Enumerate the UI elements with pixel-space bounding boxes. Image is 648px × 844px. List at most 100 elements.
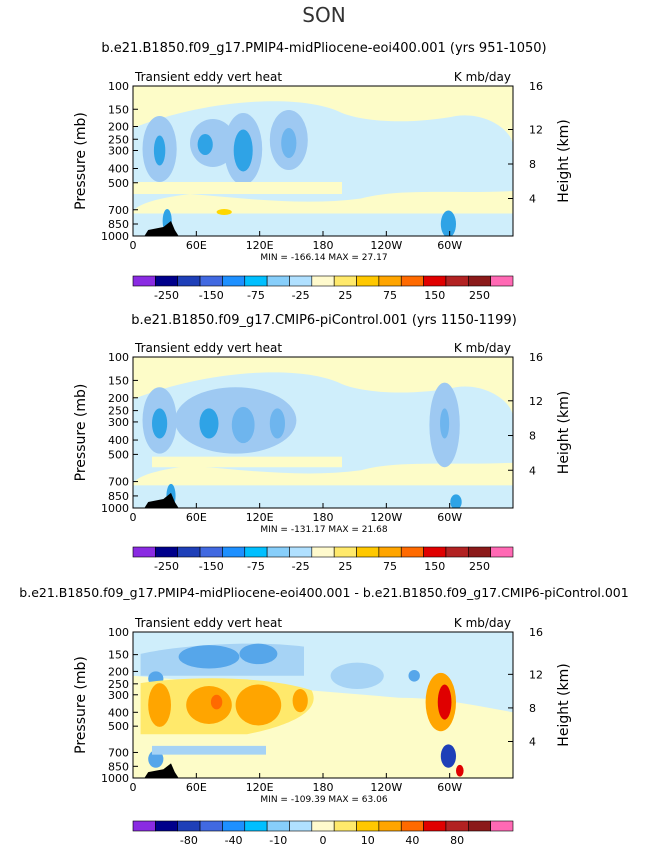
x-tick-label: 120W — [370, 239, 402, 252]
core — [153, 135, 166, 166]
red-core — [210, 694, 223, 710]
y-axis-label: Pressure (mb) — [73, 384, 89, 482]
y-tick-label: 250 — [108, 678, 129, 691]
blue-core — [178, 645, 240, 669]
x-tick-label: 120E — [246, 781, 274, 794]
x-tick-label: 120W — [370, 511, 402, 524]
colorbar-box — [155, 820, 179, 832]
colorbar-label: 75 — [383, 289, 397, 302]
y-tick-label: 850 — [108, 490, 129, 503]
y-tick-label: 100 — [108, 351, 129, 364]
colorbar-box — [378, 275, 402, 287]
core — [233, 129, 253, 172]
red-core — [437, 684, 452, 720]
x-tick-label: 180 — [313, 239, 334, 252]
y2-tick-label: 16 — [529, 351, 543, 364]
colorbar-label: -25 — [292, 289, 310, 302]
colorbar-label: 25 — [338, 560, 352, 573]
topography — [144, 221, 179, 236]
y2-tick-label: 12 — [529, 395, 543, 408]
colorbar-box — [244, 546, 268, 558]
colorbar-label: 250 — [469, 289, 490, 302]
colorbar-box — [132, 820, 156, 832]
contour-field — [133, 86, 513, 236]
left-label: Transient eddy vert heat — [134, 616, 282, 630]
chart-panel-1: b.e21.B1850.f09_g17.PMIP4-midPliocene-eo… — [73, 41, 572, 302]
colorbar-label: -10 — [269, 834, 287, 844]
surface-core — [440, 210, 456, 236]
colorbar-box — [222, 275, 246, 287]
colorbar-label: -250 — [154, 289, 179, 302]
blue-core — [440, 744, 456, 768]
contour-field — [133, 357, 513, 508]
core — [152, 408, 168, 439]
x-tick-label: 120W — [370, 781, 402, 794]
colorbar-label: 10 — [361, 834, 375, 844]
orange-core — [148, 683, 172, 727]
colorbar-label: 25 — [338, 289, 352, 302]
y-tick-label: 1000 — [101, 772, 129, 785]
yellow-band — [152, 456, 342, 468]
colorbar-box — [423, 275, 447, 287]
core — [231, 406, 255, 444]
x-tick-label: 60E — [186, 781, 207, 794]
colorbar-box — [400, 820, 424, 832]
y-tick-label: 250 — [108, 405, 129, 418]
right-label: K mb/day — [454, 70, 511, 84]
colorbar-box — [356, 275, 380, 287]
colorbar-box — [177, 820, 201, 832]
colorbar-box — [155, 275, 179, 287]
y2-axis-label: Height (km) — [556, 391, 572, 474]
core — [199, 408, 219, 439]
colorbar-label: 75 — [383, 560, 397, 573]
blue-core — [408, 669, 420, 682]
core — [281, 128, 297, 158]
y-tick-label: 300 — [108, 689, 129, 702]
colorbar-box — [266, 820, 290, 832]
topography — [144, 763, 179, 778]
y2-tick-label: 4 — [529, 193, 536, 206]
colorbar-label: 250 — [469, 560, 490, 573]
y-tick-label: 500 — [108, 720, 129, 733]
core — [197, 134, 213, 155]
colorbar-box — [311, 820, 335, 832]
y-tick-label: 400 — [108, 434, 129, 447]
colorbar-box — [244, 820, 268, 832]
warm-spot — [216, 209, 232, 215]
panel-title: b.e21.B1850.f09_g17.PMIP4-midPliocene-eo… — [101, 41, 546, 56]
x-tick-label: 0 — [130, 511, 137, 524]
yellow-band — [133, 182, 342, 194]
min-max-text: MIN = -166.14 MAX = 27.17 — [260, 253, 387, 263]
boundary-layer-blue — [133, 485, 513, 508]
y2-tick-label: 8 — [529, 430, 536, 443]
colorbar-box — [155, 546, 179, 558]
colorbar-label: -75 — [247, 560, 265, 573]
y-tick-label: 100 — [108, 626, 129, 639]
y-tick-label: 700 — [108, 746, 129, 759]
y-tick-label: 850 — [108, 218, 129, 231]
colorbar-box — [467, 546, 491, 558]
y2-axis-label: Height (km) — [556, 119, 572, 202]
y2-tick-label: 12 — [529, 668, 543, 681]
contour-field — [133, 632, 513, 778]
y-tick-label: 1000 — [101, 230, 129, 243]
colorbar-box — [378, 546, 402, 558]
y-tick-label: 250 — [108, 133, 129, 146]
colorbar-box — [311, 546, 335, 558]
colorbar-box — [467, 820, 491, 832]
x-tick-label: 60W — [437, 511, 462, 524]
left-label: Transient eddy vert heat — [134, 341, 282, 355]
y-tick-label: 200 — [108, 665, 129, 678]
colorbar-box — [423, 546, 447, 558]
core — [440, 408, 450, 439]
colorbar-box — [289, 820, 313, 832]
colorbar-box — [490, 546, 514, 558]
colorbar-box — [333, 820, 357, 832]
y-tick-label: 700 — [108, 204, 129, 217]
orange-core — [186, 686, 232, 724]
colorbar-label: 150 — [424, 289, 445, 302]
colorbar-label: -80 — [180, 834, 198, 844]
colorbar-label: -150 — [199, 560, 224, 573]
colorbar-box — [222, 820, 246, 832]
x-tick-label: 120E — [246, 239, 274, 252]
